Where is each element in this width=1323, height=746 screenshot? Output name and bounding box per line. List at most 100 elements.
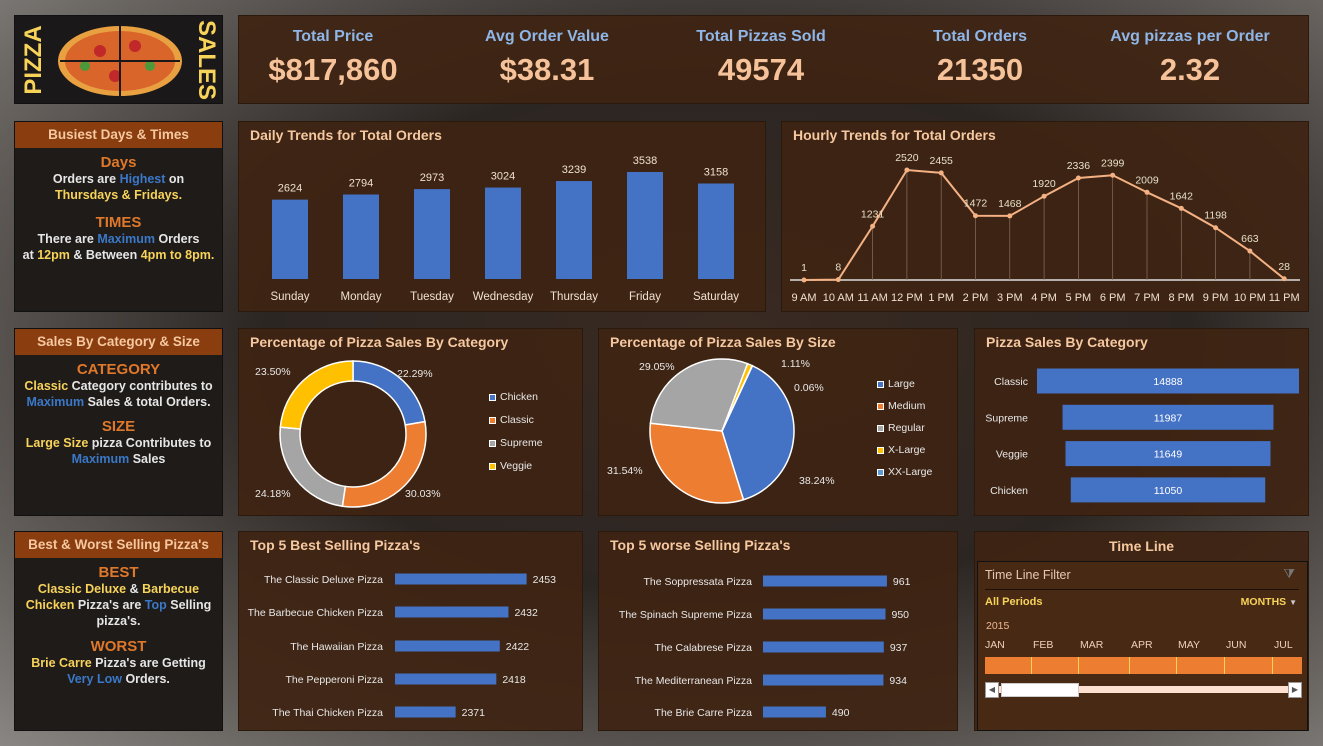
month-label[interactable]: MAY bbox=[1178, 639, 1200, 651]
data-label: 14888 bbox=[1153, 376, 1182, 388]
y-tick-label: The Mediterranean Pizza bbox=[635, 675, 752, 687]
data-label: 31.54% bbox=[607, 465, 643, 477]
data-label: 1468 bbox=[998, 198, 1022, 210]
data-point bbox=[1075, 175, 1081, 181]
time-level-dropdown[interactable]: MONTHS ▼ bbox=[1241, 596, 1297, 608]
month-label[interactable]: JUL bbox=[1274, 639, 1293, 651]
legend-swatch bbox=[877, 469, 884, 476]
panel-header: Best & Worst Selling Pizza's bbox=[15, 532, 222, 558]
text-span: Very Low bbox=[67, 672, 122, 686]
x-tick-label: 11 PM bbox=[1269, 292, 1300, 304]
text-span: Orders bbox=[154, 232, 200, 246]
text-span: Maximum bbox=[71, 452, 130, 466]
x-tick-label: 4 PM bbox=[1031, 292, 1057, 304]
hourly-trends-chart: 9 AM 10 AM 11 AM 12 PM 1 PM 2 PM 3 PM 4 PM 5 PM 6… bbox=[790, 152, 1300, 304]
bar bbox=[627, 172, 663, 279]
legend-swatch bbox=[877, 381, 884, 388]
category-sales-panel: Pizza Sales By Category 14888 Classic 1198… bbox=[974, 328, 1309, 516]
text-span: Orders are bbox=[52, 172, 120, 186]
month-label[interactable]: MAR bbox=[1080, 639, 1104, 651]
x-tick-label: 12 PM bbox=[891, 292, 923, 304]
chevron-down-icon: ▼ bbox=[1289, 598, 1297, 607]
legend-label: Classic bbox=[500, 414, 534, 426]
timeline-filter: Time Line Filter ⧩ All Periods MONTHS ▼ … bbox=[977, 561, 1308, 731]
data-point bbox=[1041, 193, 1047, 199]
y-tick-label: Supreme bbox=[985, 412, 1028, 424]
legend-item: Large bbox=[877, 378, 932, 391]
chart-title: Top 5 Best Selling Pizza's bbox=[250, 537, 421, 553]
data-label: 2009 bbox=[1135, 174, 1159, 186]
data-label: 2399 bbox=[1101, 157, 1125, 169]
data-label: 490 bbox=[832, 707, 850, 719]
bar bbox=[1065, 441, 1271, 467]
size-text: Large Size pizza Contributes to Maximum … bbox=[21, 435, 216, 467]
x-tick-label: 5 PM bbox=[1066, 292, 1092, 304]
scroll-left-button[interactable]: ◀ bbox=[985, 682, 999, 698]
y-tick-label: The Pepperoni Pizza bbox=[286, 674, 384, 686]
data-label: 22.29% bbox=[397, 368, 433, 380]
data-label: 24.18% bbox=[255, 488, 291, 500]
y-tick-label: The Hawaiian Pizza bbox=[290, 641, 383, 653]
text-span: Maximum bbox=[26, 395, 85, 409]
data-label: 23.50% bbox=[255, 366, 291, 378]
data-label: 2624 bbox=[278, 183, 302, 195]
y-tick-label: The Calabrese Pizza bbox=[655, 642, 753, 654]
slice bbox=[721, 364, 754, 432]
bar bbox=[698, 183, 734, 279]
y-tick-label: Classic bbox=[994, 376, 1028, 388]
scroll-right-button[interactable]: ▶ bbox=[1288, 682, 1302, 698]
x-tick-label: 9 PM bbox=[1203, 292, 1229, 304]
data-point bbox=[1007, 213, 1013, 219]
text-span: Selling pizza's. bbox=[96, 598, 212, 628]
timeline-scrollbar[interactable]: ◀ ▶ bbox=[985, 682, 1302, 698]
data-label: 961 bbox=[893, 576, 911, 588]
text-span: Sales bbox=[129, 452, 166, 466]
timeline-bar[interactable] bbox=[985, 657, 1302, 674]
worst-heading: WORST bbox=[90, 638, 147, 655]
text-span: Category contributes to bbox=[68, 379, 213, 393]
month-divider bbox=[1272, 657, 1273, 674]
kpi-value: 2.32 bbox=[1159, 52, 1221, 87]
legend-item: XX-Large bbox=[877, 466, 932, 479]
category-donut-chart: 22.29% 30.03% 24.18% 23.50% bbox=[255, 360, 441, 508]
x-tick-label: 3 PM bbox=[997, 292, 1023, 304]
bar bbox=[395, 673, 497, 685]
month-label[interactable]: JAN bbox=[985, 639, 1005, 651]
data-label: 1642 bbox=[1170, 190, 1194, 202]
legend-label: Supreme bbox=[500, 437, 543, 449]
bar bbox=[763, 706, 826, 718]
month-label[interactable]: APR bbox=[1131, 639, 1153, 651]
data-label: 1231 bbox=[861, 208, 885, 220]
x-tick-label: 10 PM bbox=[1234, 292, 1266, 304]
y-tick-label: The Barbecue Chicken Pizza bbox=[248, 607, 384, 619]
data-label: 2455 bbox=[930, 155, 954, 167]
legend-item: Classic bbox=[489, 414, 543, 426]
bar bbox=[1070, 477, 1266, 503]
legend-item: X-Large bbox=[877, 444, 932, 457]
kpi-total-pizzas-sold: Total Pizzas Sold 49574 bbox=[661, 28, 861, 88]
legend-swatch bbox=[489, 416, 496, 424]
x-tick-label: 8 PM bbox=[1168, 292, 1194, 304]
legend-label: Veggie bbox=[500, 460, 533, 472]
kpi-label: Total Price bbox=[292, 28, 374, 45]
y-tick-label: The Classic Deluxe Pizza bbox=[264, 574, 383, 586]
clear-filter-icon[interactable]: ⧩ bbox=[1283, 566, 1295, 581]
data-label: 11050 bbox=[1154, 485, 1183, 497]
category-text: Classic Category contributes to Maximum … bbox=[21, 378, 216, 410]
month-labels: JAN FEB MAR APR MAY JUN JUL bbox=[985, 639, 1302, 653]
y-tick-label: The Spinach Supreme Pizza bbox=[619, 609, 752, 621]
hourly-trends-panel: Hourly Trends for Total Orders 9 AM 10 AM… bbox=[781, 121, 1309, 312]
best-worst-panel: Best & Worst Selling Pizza's BEST Classi… bbox=[14, 531, 223, 731]
data-label: 8 bbox=[835, 262, 841, 274]
data-point bbox=[904, 167, 910, 173]
data-label: 1472 bbox=[964, 198, 988, 210]
kpi-bar: Total Price $817,860 Avg Order Value $38.3… bbox=[238, 15, 1309, 104]
data-label: 2794 bbox=[349, 178, 373, 190]
scroll-thumb[interactable] bbox=[1001, 683, 1079, 697]
daily-trends-panel: Daily Trends for Total Orders 2624 Sunday… bbox=[238, 121, 766, 312]
data-label: 1920 bbox=[1032, 178, 1056, 190]
month-label[interactable]: FEB bbox=[1033, 639, 1054, 651]
x-tick-label: Tuesday bbox=[410, 291, 454, 303]
month-label[interactable]: JUN bbox=[1226, 639, 1247, 651]
x-tick-label: Sunday bbox=[270, 291, 309, 303]
